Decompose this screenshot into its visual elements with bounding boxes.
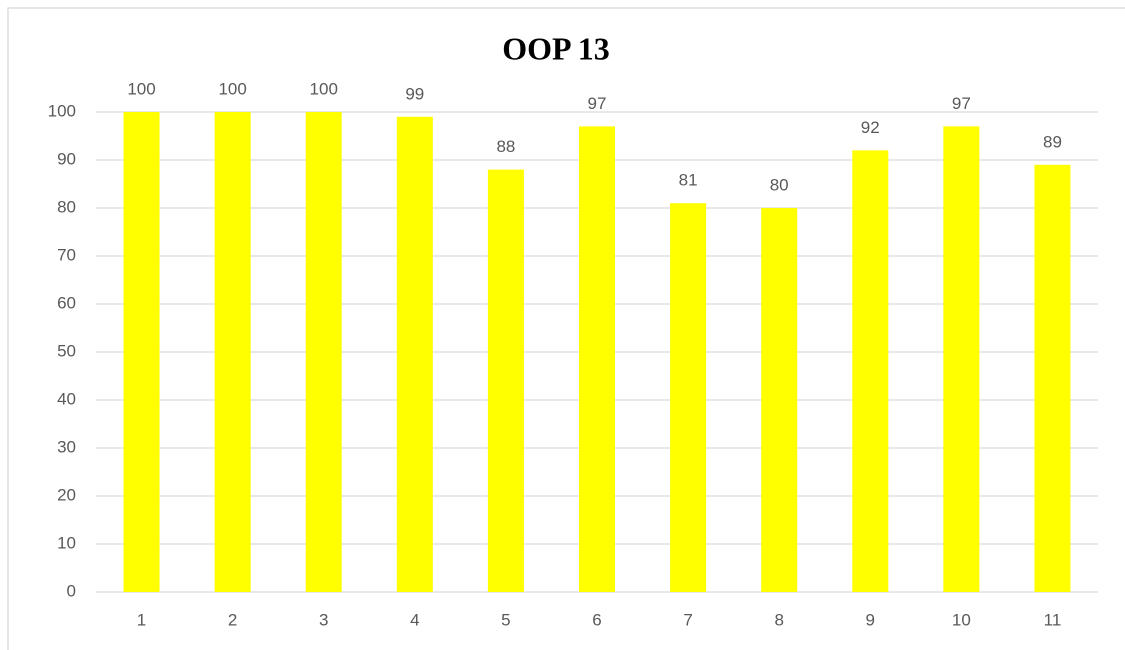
- y-tick-label: 10: [57, 533, 76, 552]
- y-tick-label: 80: [57, 197, 76, 216]
- data-label: 97: [952, 94, 971, 113]
- y-tick-label: 30: [57, 437, 76, 456]
- data-label: 92: [861, 118, 880, 137]
- x-tick-label: 9: [866, 610, 875, 629]
- bar: [1034, 164, 1071, 593]
- data-label: 88: [496, 137, 515, 156]
- bar: [670, 203, 707, 592]
- x-tick-label: 1: [137, 610, 146, 629]
- data-label: 97: [588, 94, 607, 113]
- x-tick-label: 4: [410, 610, 419, 629]
- y-tick-label: 60: [57, 293, 76, 312]
- data-label: 100: [127, 79, 155, 98]
- data-label: 100: [310, 79, 338, 98]
- data-label: 100: [218, 79, 246, 98]
- x-tick-label: 3: [319, 610, 328, 629]
- y-tick-label: 70: [57, 245, 76, 264]
- x-tick-label: 6: [592, 610, 601, 629]
- bar: [943, 126, 980, 593]
- y-tick-label: 50: [57, 341, 76, 360]
- y-tick-label: 100: [48, 101, 76, 120]
- data-label: 99: [405, 84, 424, 103]
- x-tick-label: 8: [774, 610, 783, 629]
- chart-title: OOP 13: [502, 30, 610, 66]
- bar: [761, 208, 798, 592]
- bar: [396, 116, 433, 593]
- bar: [487, 169, 524, 592]
- data-label: 80: [770, 175, 789, 194]
- bar: [579, 126, 615, 593]
- x-tick-label: 10: [952, 610, 971, 629]
- bar: [123, 112, 160, 592]
- x-tick-label: 5: [501, 610, 510, 629]
- bar: [852, 150, 889, 592]
- data-label: 89: [1043, 132, 1062, 151]
- bar: [305, 112, 342, 592]
- data-label: 81: [679, 171, 698, 190]
- x-tick-label: 2: [228, 610, 237, 629]
- bar: [214, 112, 251, 592]
- chart-border: [7, 7, 1125, 650]
- x-tick-label: 7: [683, 610, 692, 629]
- y-tick-label: 20: [57, 485, 76, 504]
- y-tick-label: 0: [67, 581, 76, 600]
- x-tick-label: 11: [1044, 610, 1062, 629]
- y-tick-label: 90: [57, 149, 76, 168]
- y-tick-label: 40: [57, 389, 76, 408]
